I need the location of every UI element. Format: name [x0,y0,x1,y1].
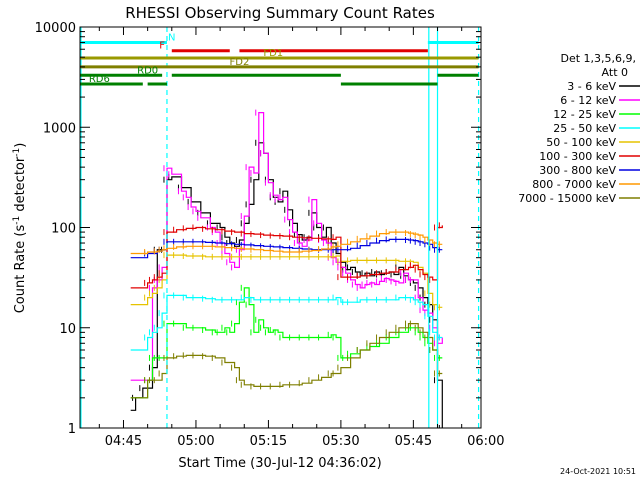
flag-label: FD1 [263,48,283,59]
legend-entry-label: 100 - 300 keV [539,150,616,163]
series-line [130,225,443,289]
legend-entry-label: 6 - 12 keV [560,94,616,107]
y-axis-label-sup2: -1 [12,148,22,157]
legend-entry-label: 3 - 6 keV [567,80,616,93]
y-tick-label: 1 [68,422,76,437]
x-tick-label: 04:45 [105,434,142,449]
y-axis-label: Count Rate (s-1 detector-1) [12,143,28,314]
flag-label: F [159,41,165,52]
legend-entry-label: 12 - 25 keV [553,108,616,121]
series-line [130,287,443,399]
timestamp: 24-Oct-2021 10:51 [560,467,636,476]
chart-title: RHESSI Observing Summary Count Rates [125,4,435,22]
flag-label: FD2 [230,57,250,68]
y-axis-label-mid: detector [13,156,28,216]
flag-label: RD6 [89,74,110,85]
legend-entry-label: 25 - 50 keV [553,122,616,135]
legend-entry-label: 7000 - 15000 keV [518,192,616,205]
legend-header-attenuator: Att 0 [602,66,628,79]
y-tick-label: 1000 [43,121,76,136]
legend-entry-label: 300 - 800 keV [539,164,616,177]
series-line [130,238,443,259]
legend-header-detectors: Det 1,3,5,6,9, [560,52,636,65]
flag-label: N [168,33,175,44]
series-line [130,231,443,255]
series-layer [130,109,443,428]
legend-entry-label: 50 - 100 keV [546,136,616,149]
y-tick-label: 100 [51,222,76,237]
x-tick-label: 05:15 [250,434,287,449]
series-line [130,323,443,399]
y-axis-label-sup1: -1 [12,216,22,225]
y-axis-label-end: ) [13,143,28,148]
legend-entry-label: 800 - 7000 keV [532,178,616,191]
flag-label: RD0 [137,65,158,76]
x-axis-label: Start Time (30-Jul-12 04:36:02) [178,456,381,471]
x-tick-label: 06:00 [467,434,504,449]
x-tick-label: 05:45 [395,434,432,449]
y-axis-label-main: Count Rate (s [13,225,28,314]
y-tick-label: 10000 [35,21,76,36]
series-line [130,112,443,381]
x-tick-label: 05:30 [322,434,359,449]
y-tick-label: 10 [59,322,76,337]
x-tick-label: 05:00 [177,434,214,449]
series-line [130,142,443,428]
axis-layer: 04:45 05:00 05:15 05:30 05:45 06:00 1 10 100 1000… [35,21,505,449]
